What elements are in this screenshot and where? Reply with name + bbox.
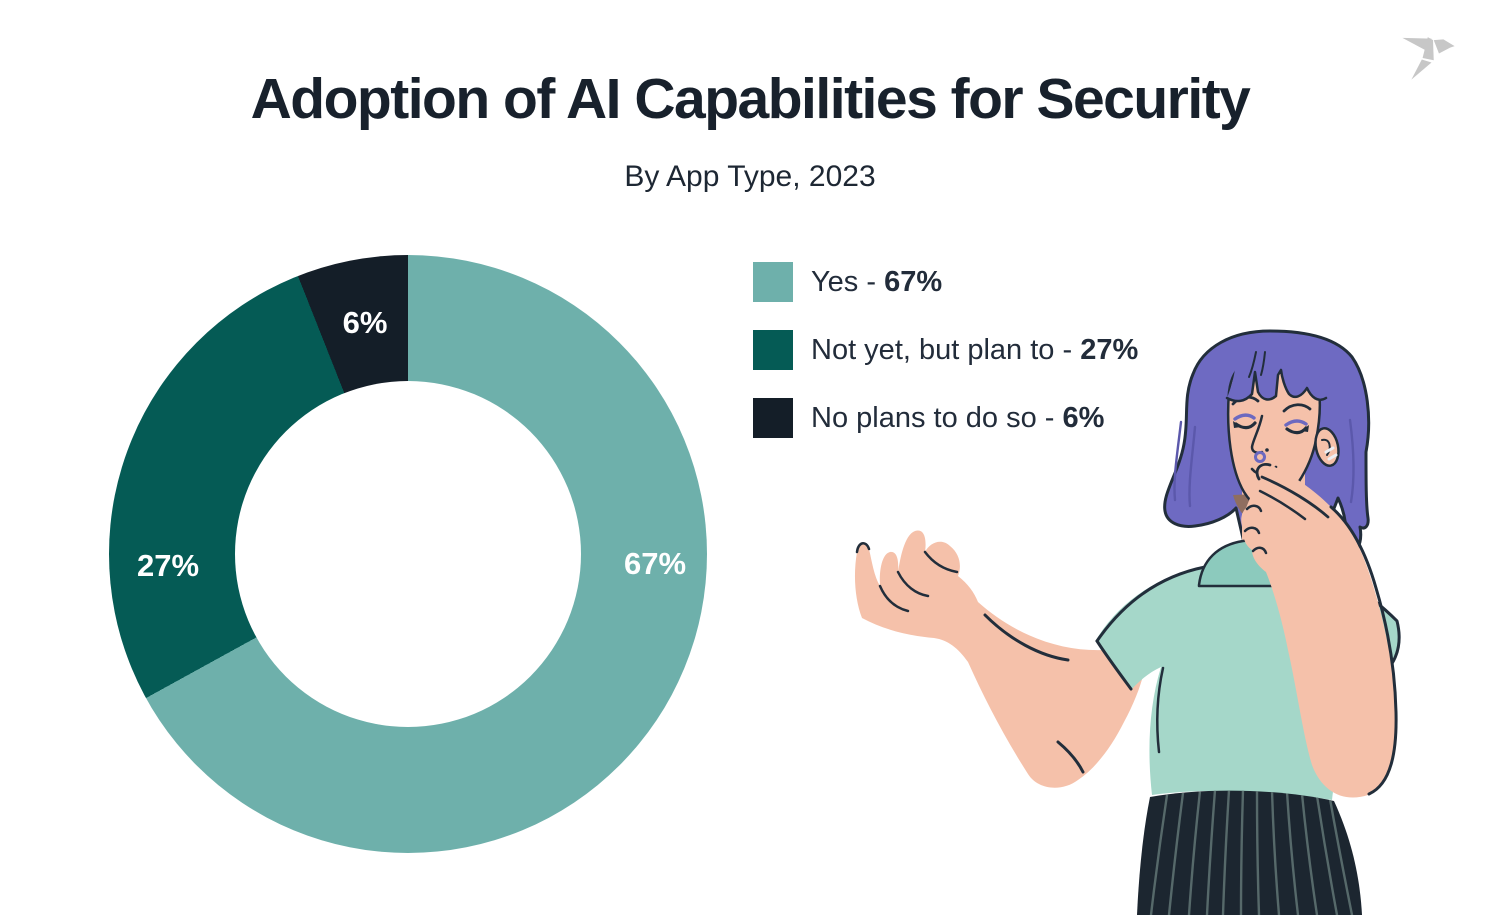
- legend-label-text: No plans to do so -: [811, 401, 1063, 434]
- legend-label-text: Yes -: [811, 265, 885, 298]
- slice-label-none: 6%: [342, 305, 388, 340]
- legend-item-plan: Not yet, but plan to - 27%: [753, 330, 1138, 370]
- eyeshadow-left: [1233, 413, 1256, 421]
- page-title: Adoption of AI Capabilities for Security: [250, 67, 1251, 131]
- donut-chart: 67% 27% 6%: [109, 255, 707, 853]
- page-subtitle: By App Type, 2023: [624, 160, 876, 193]
- slice-label-plan: 27%: [136, 548, 200, 583]
- pants-pinstripes: [1149, 790, 1354, 915]
- chin-arm: [1241, 464, 1397, 798]
- legend-swatch-none: [753, 398, 793, 438]
- legend-label-value: 6%: [1062, 401, 1105, 434]
- donut-hole: [235, 381, 581, 727]
- legend-item-none: No plans to do so - 6%: [753, 398, 1138, 438]
- raised-arm: [854, 530, 1148, 788]
- eyebrow-right: [1282, 403, 1312, 413]
- legend-label-value: 67%: [884, 265, 943, 298]
- earring: [1327, 453, 1338, 461]
- legend-label-text: Not yet, but plan to -: [811, 333, 1081, 366]
- legend-label-yes: Yes - 67%: [811, 266, 942, 299]
- chart-legend: Yes - 67% Not yet, but plan to - 27% No …: [753, 262, 1138, 466]
- earring: [1324, 446, 1335, 454]
- origami-bird-logo-icon: [1402, 37, 1455, 80]
- septum-ring: [1254, 451, 1266, 463]
- legend-swatch-yes: [753, 262, 793, 302]
- legend-item-yes: Yes - 67%: [753, 262, 1138, 302]
- legend-swatch-plan: [753, 330, 793, 370]
- woman-illustration: [854, 329, 1401, 915]
- legend-label-value: 27%: [1080, 333, 1139, 366]
- eyeshadow-right: [1284, 419, 1308, 427]
- legend-label-none: No plans to do so - 6%: [811, 402, 1104, 435]
- legend-label-plan: Not yet, but plan to - 27%: [811, 334, 1138, 367]
- slice-label-yes: 67%: [623, 546, 687, 581]
